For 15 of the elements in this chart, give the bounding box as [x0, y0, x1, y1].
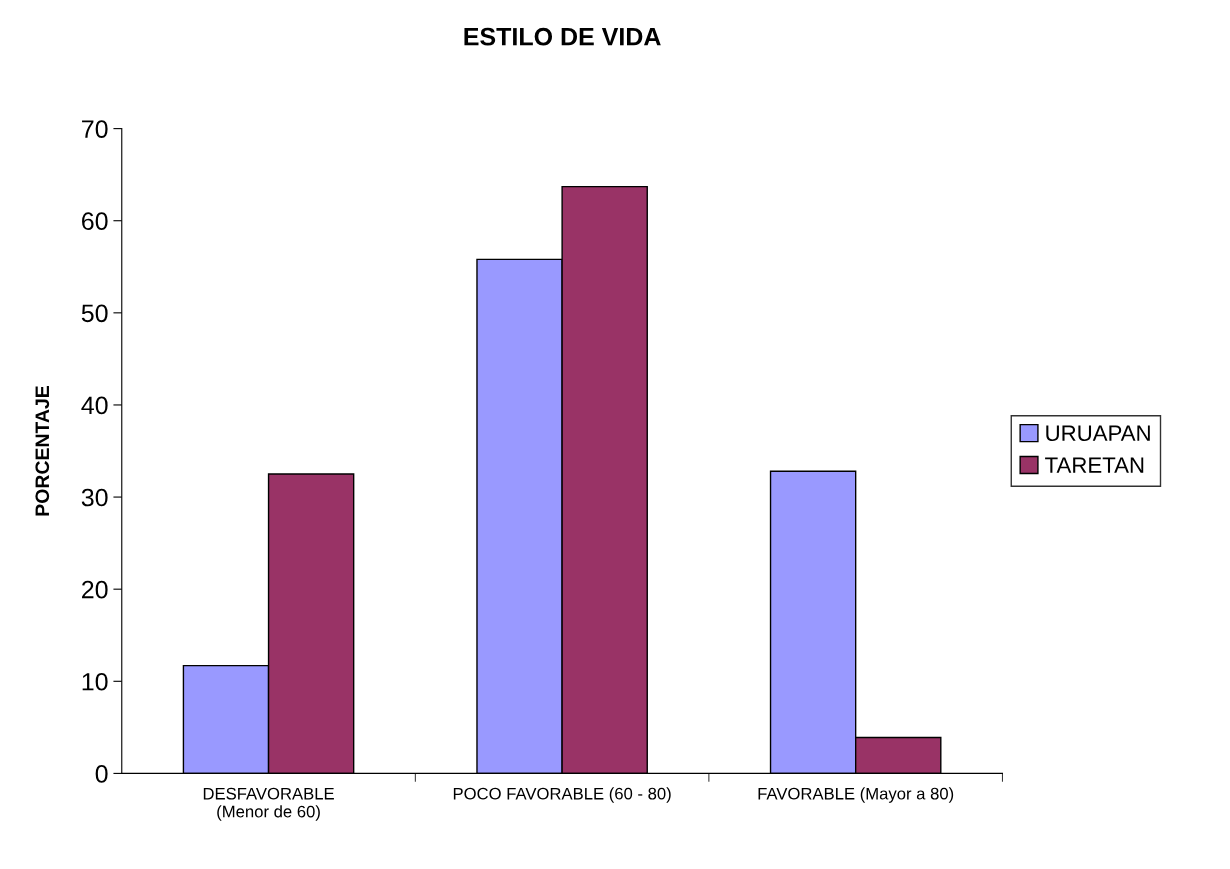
- x-tick-label: FAVORABLE (Mayor a 80): [758, 787, 954, 803]
- y-tick-label: 20: [82, 580, 108, 599]
- legend-label: TARETAN: [1045, 457, 1144, 473]
- y-tick-label: 30: [81, 488, 108, 507]
- y-tick-label: 40: [81, 396, 108, 415]
- x-tick-label: POCO FAVORABLE (60 - 80): [453, 787, 671, 803]
- chart-title: ESTILO DE VIDA: [464, 27, 661, 46]
- y-tick-label: 0: [95, 765, 108, 783]
- x-tick-label: DESFAVORABLE (Menor de 60): [203, 787, 334, 821]
- y-axis-title: PORCENTAJE: [35, 386, 50, 516]
- y-tick-label: 10: [82, 672, 108, 691]
- y-tick-label: 50: [81, 304, 108, 323]
- legend-label: URUAPAN: [1046, 425, 1150, 442]
- y-tick-label: 60: [82, 212, 108, 231]
- y-tick-label: 70: [82, 120, 108, 138]
